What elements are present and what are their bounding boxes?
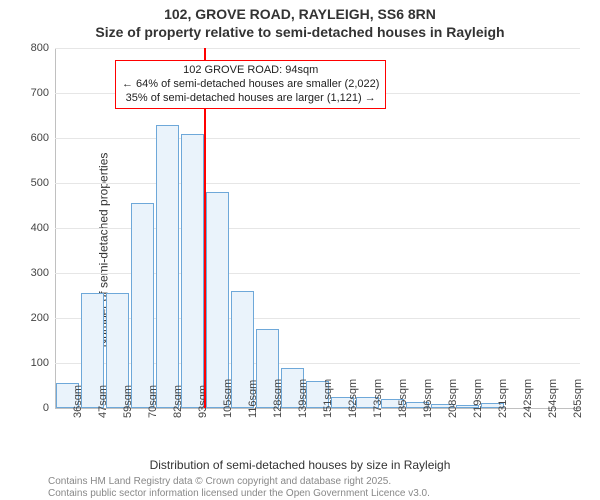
chart-title-sub: Size of property relative to semi-detach… [0, 24, 600, 40]
y-tick-label: 100 [31, 357, 49, 369]
credits-line-2: Contains public sector information licen… [48, 488, 430, 500]
annotation-box: 102 GROVE ROAD: 94sqm← 64% of semi-detac… [115, 60, 386, 109]
x-tick-label: 265sqm [572, 379, 584, 418]
x-axis-label: Distribution of semi-detached houses by … [0, 458, 600, 472]
x-tick-label: 185sqm [397, 379, 409, 418]
plot-area: 010020030040050060070080036sqm47sqm59sqm… [55, 48, 580, 408]
chart-container: 102, GROVE ROAD, RAYLEIGH, SS6 8RN Size … [0, 0, 600, 500]
histogram-bar [181, 134, 205, 409]
y-tick-label: 0 [43, 402, 49, 414]
x-tick-label: 231sqm [497, 379, 509, 418]
gridline [55, 183, 580, 184]
y-tick-label: 500 [31, 177, 49, 189]
credits-line-1: Contains HM Land Registry data © Crown c… [48, 476, 430, 488]
y-tick-label: 800 [31, 42, 49, 54]
y-tick-label: 300 [31, 267, 49, 279]
histogram-bar [156, 125, 180, 409]
chart-title-main: 102, GROVE ROAD, RAYLEIGH, SS6 8RN [0, 6, 600, 22]
y-tick-label: 400 [31, 222, 49, 234]
histogram-bar [206, 192, 230, 408]
credits: Contains HM Land Registry data © Crown c… [48, 476, 430, 500]
y-tick-label: 700 [31, 87, 49, 99]
annotation-line-3: 35% of semi-detached houses are larger (… [122, 92, 379, 106]
x-tick-label: 208sqm [447, 379, 459, 418]
y-tick-label: 200 [31, 312, 49, 324]
x-tick-label: 254sqm [547, 379, 559, 418]
y-tick-label: 600 [31, 132, 49, 144]
x-tick-label: 242sqm [522, 379, 534, 418]
x-tick-label: 219sqm [472, 379, 484, 418]
annotation-line-1: 102 GROVE ROAD: 94sqm [122, 64, 379, 78]
gridline [55, 138, 580, 139]
histogram-bar [131, 203, 155, 408]
gridline [55, 48, 580, 49]
x-tick-label: 196sqm [422, 379, 434, 418]
annotation-line-2: ← 64% of semi-detached houses are smalle… [122, 78, 379, 92]
